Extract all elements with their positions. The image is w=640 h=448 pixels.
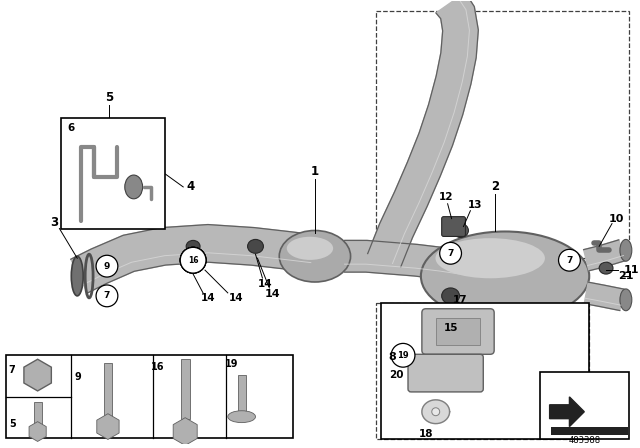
- Polygon shape: [584, 240, 625, 271]
- Text: 2: 2: [491, 181, 499, 194]
- Circle shape: [180, 247, 206, 273]
- Ellipse shape: [620, 239, 632, 261]
- Circle shape: [559, 250, 580, 271]
- Bar: [436, 318, 480, 345]
- Text: 9: 9: [75, 372, 82, 382]
- Text: 7: 7: [104, 291, 110, 300]
- Bar: [550, 426, 628, 435]
- Text: 16: 16: [188, 256, 198, 265]
- Bar: [6, 355, 293, 439]
- Polygon shape: [344, 241, 463, 282]
- Text: 21: 21: [618, 271, 634, 281]
- Circle shape: [180, 247, 206, 273]
- Text: 14: 14: [228, 293, 243, 303]
- Text: 16: 16: [188, 256, 198, 265]
- Text: 15: 15: [444, 323, 458, 332]
- Text: 16: 16: [188, 256, 198, 265]
- Bar: [376, 11, 629, 258]
- Circle shape: [180, 247, 206, 273]
- Ellipse shape: [287, 237, 333, 260]
- Ellipse shape: [228, 411, 255, 422]
- Ellipse shape: [421, 232, 589, 321]
- Ellipse shape: [71, 256, 83, 296]
- Circle shape: [180, 247, 206, 273]
- Text: 10: 10: [608, 214, 623, 224]
- Polygon shape: [422, 400, 450, 424]
- FancyBboxPatch shape: [422, 309, 494, 354]
- Text: 5: 5: [105, 91, 113, 104]
- Text: 6: 6: [68, 122, 75, 133]
- Bar: [61, 118, 165, 228]
- Text: 3: 3: [51, 216, 58, 229]
- Bar: [34, 402, 42, 430]
- Text: 7: 7: [566, 256, 573, 265]
- Ellipse shape: [418, 323, 438, 341]
- Text: 8: 8: [388, 352, 396, 362]
- Ellipse shape: [248, 239, 264, 253]
- Text: 7: 7: [447, 249, 454, 258]
- Text: 483388: 483388: [568, 436, 600, 445]
- Circle shape: [432, 408, 440, 416]
- Circle shape: [440, 242, 461, 264]
- Text: 14: 14: [258, 279, 273, 289]
- FancyBboxPatch shape: [442, 217, 465, 237]
- Bar: [104, 363, 112, 417]
- Text: 19: 19: [225, 359, 239, 369]
- Bar: [381, 303, 589, 439]
- Ellipse shape: [125, 175, 143, 199]
- Circle shape: [96, 285, 118, 307]
- Text: 20: 20: [389, 370, 403, 380]
- Text: 16: 16: [188, 256, 198, 265]
- Polygon shape: [584, 282, 624, 310]
- FancyBboxPatch shape: [408, 354, 483, 392]
- Polygon shape: [550, 397, 584, 426]
- Text: 4: 4: [186, 181, 195, 194]
- Text: 19: 19: [397, 351, 409, 360]
- Text: 16: 16: [150, 362, 164, 372]
- Ellipse shape: [435, 238, 545, 278]
- Ellipse shape: [452, 224, 468, 237]
- Circle shape: [96, 255, 118, 277]
- Text: 14: 14: [264, 289, 280, 299]
- Text: 18: 18: [419, 429, 433, 439]
- Polygon shape: [368, 0, 478, 267]
- Text: 5: 5: [10, 418, 16, 429]
- Text: 1: 1: [311, 164, 319, 177]
- Circle shape: [391, 344, 415, 367]
- Text: 17: 17: [453, 295, 468, 305]
- Text: 12: 12: [438, 192, 453, 202]
- Ellipse shape: [442, 288, 460, 304]
- Ellipse shape: [279, 231, 351, 282]
- Bar: [237, 375, 246, 411]
- Text: 14: 14: [201, 293, 215, 303]
- Text: 9: 9: [104, 262, 110, 271]
- Bar: [540, 372, 629, 439]
- Bar: [181, 359, 190, 419]
- Bar: [376, 303, 589, 439]
- Text: 11: 11: [624, 265, 639, 275]
- Ellipse shape: [620, 289, 632, 311]
- Text: 13: 13: [468, 200, 483, 210]
- Ellipse shape: [186, 241, 200, 252]
- Text: 7: 7: [8, 365, 15, 375]
- Ellipse shape: [599, 262, 613, 274]
- Polygon shape: [71, 224, 314, 293]
